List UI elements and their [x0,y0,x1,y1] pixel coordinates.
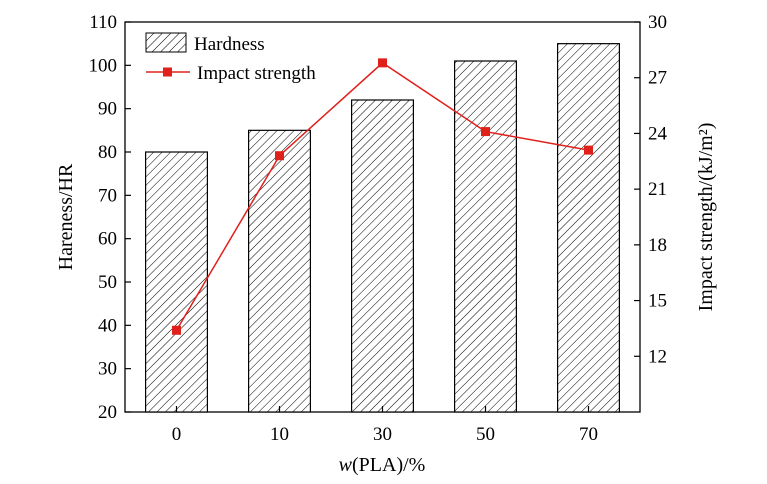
impact-point-50 [481,127,490,137]
bar-hardness-10 [248,129,312,413]
left-tick-label-30: 30 [98,359,117,380]
impact-point-30 [378,58,387,68]
impact-point-0 [172,325,181,335]
x-tick-label-10: 10 [270,424,289,445]
right-tick-label-21: 21 [648,179,667,200]
x-tick-label-0: 0 [172,424,182,445]
left-axis: 20 30 40 50 60 70 80 90 100 110 [89,12,131,423]
bar-hardness-30 [351,99,415,413]
bar-hardness-0 [145,151,209,413]
right-tick-label-12: 12 [648,346,667,367]
right-tick-label-24: 24 [648,123,668,144]
bar-hardness-70 [556,43,620,413]
legend-hardness-swatch [145,32,187,53]
left-tick-label-20: 20 [98,402,117,423]
bar-hardness-50 [454,60,518,413]
right-tick-label-18: 18 [648,235,667,256]
left-tick-label-40: 40 [98,315,117,336]
line-layer [172,58,593,335]
bars-layer [145,43,620,413]
legend: Hardness Impact strength [145,32,316,84]
left-axis-title: Hareness/HR [55,163,77,270]
left-tick-label-110: 110 [89,12,117,33]
right-tick-label-27: 27 [648,68,667,89]
legend-impact-marker [163,67,172,77]
x-tick-label-30: 30 [373,424,392,445]
x-axis-title: w(PLA)/% [339,454,426,476]
left-tick-label-90: 90 [98,99,117,120]
x-axis: 0 10 30 50 70 [172,406,598,445]
left-tick-label-80: 80 [98,142,117,163]
impact-point-70 [584,145,593,155]
legend-hardness-label: Hardness [194,34,265,55]
impact-point-10 [275,151,284,161]
right-tick-label-30: 30 [648,12,667,33]
x-tick-label-50: 50 [476,424,495,445]
left-tick-label-60: 60 [98,229,117,250]
left-tick-label-100: 100 [89,55,118,76]
left-tick-label-50: 50 [98,272,117,293]
right-tick-label-15: 15 [648,291,667,312]
right-axis: 12 15 18 21 24 27 30 [634,12,668,367]
x-tick-label-70: 70 [579,424,598,445]
left-tick-label-70: 70 [98,185,117,206]
legend-impact-label: Impact strength [197,63,316,84]
right-axis-title: Impact strength/(kJ/m²) [695,123,717,312]
